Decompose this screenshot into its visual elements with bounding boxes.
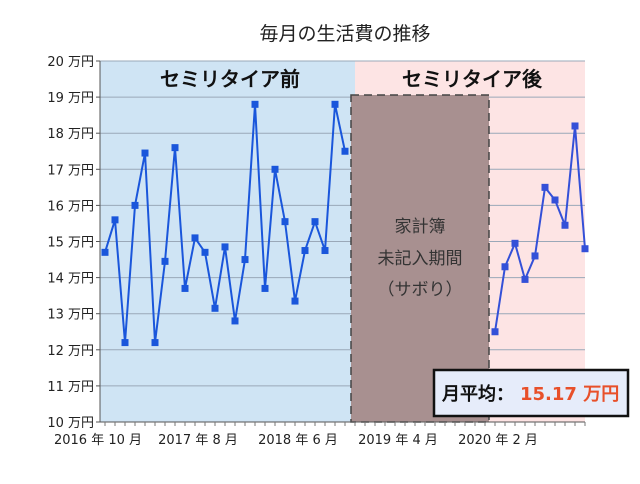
series-line: [494, 125, 586, 332]
region-before-label: セミリタイア前: [160, 67, 300, 91]
average-value: 15.17 万円: [520, 384, 619, 405]
data-point: [291, 297, 299, 305]
data-point: [561, 221, 569, 229]
y-tick-label: 10 万円: [47, 416, 94, 431]
region-after-label: セミリタイア後: [402, 67, 543, 91]
y-tick-label: 14 万円: [47, 272, 94, 287]
data-point: [141, 149, 149, 157]
data-point: [541, 183, 549, 191]
gap-line-1: 家計簿: [395, 217, 446, 237]
data-point: [151, 339, 159, 347]
data-point: [521, 275, 529, 283]
y-tick-label: 13 万円: [47, 308, 94, 323]
y-tick-label: 19 万円: [47, 91, 94, 106]
data-point: [101, 248, 109, 256]
data-point: [261, 284, 269, 292]
data-point: [231, 317, 239, 325]
data-point: [191, 234, 199, 242]
data-point: [201, 248, 209, 256]
x-tick-label: 2019 年 4 月: [358, 433, 438, 448]
data-point: [161, 257, 169, 265]
data-point: [211, 304, 219, 312]
gap-line-2: 未記入期間: [378, 249, 463, 269]
y-tick-label: 11 万円: [47, 380, 94, 395]
x-tick-label: 2016 年 10 月: [54, 433, 142, 448]
data-point: [241, 256, 249, 264]
data-point: [131, 201, 139, 209]
data-point: [531, 252, 539, 260]
average-label: 月平均：: [441, 383, 514, 405]
data-point: [171, 144, 179, 152]
data-point: [111, 216, 119, 224]
y-tick-label: 17 万円: [47, 163, 94, 178]
data-point: [331, 100, 339, 108]
data-point: [341, 147, 349, 155]
y-tick-label: 18 万円: [47, 127, 94, 142]
data-point: [301, 247, 309, 255]
gap-line-3: （サボり）: [378, 280, 463, 300]
data-point: [511, 239, 519, 247]
data-point: [321, 247, 329, 255]
data-point: [551, 196, 559, 204]
data-point: [501, 263, 509, 271]
gap-box: [350, 94, 490, 423]
data-point: [271, 165, 279, 173]
data-point: [571, 122, 579, 130]
y-tick-label: 15 万円: [47, 236, 94, 251]
x-tick-label: 2017 年 8 月: [158, 433, 238, 448]
y-tick-label: 12 万円: [47, 344, 94, 359]
data-point: [221, 243, 229, 251]
chart-title: 毎月の生活費の推移: [259, 23, 430, 45]
data-point: [181, 284, 189, 292]
x-tick-label: 2020 年 2 月: [458, 433, 538, 448]
x-tick-label: 2018 年 6 月: [258, 433, 338, 448]
average-box: [432, 368, 630, 418]
y-tick-label: 16 万円: [47, 199, 94, 214]
y-tick-label: 20 万円: [47, 55, 94, 70]
data-point: [311, 218, 319, 226]
data-point: [491, 328, 499, 336]
data-point: [251, 100, 259, 108]
data-point: [581, 245, 589, 253]
data-point: [121, 339, 129, 347]
data-point: [281, 218, 289, 226]
